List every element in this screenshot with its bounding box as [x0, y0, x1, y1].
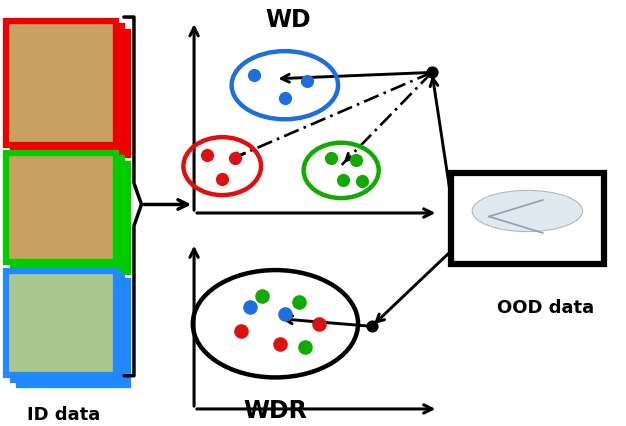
Point	[280, 95, 290, 101]
Point	[249, 71, 259, 78]
Point	[314, 320, 324, 327]
Point	[326, 155, 336, 162]
FancyBboxPatch shape	[6, 153, 116, 262]
Text: WDR: WDR	[244, 400, 307, 423]
Point	[338, 176, 348, 183]
Point	[217, 176, 227, 182]
Point	[275, 341, 285, 348]
Point	[230, 154, 240, 161]
FancyBboxPatch shape	[451, 173, 604, 264]
FancyBboxPatch shape	[19, 32, 128, 155]
FancyBboxPatch shape	[6, 21, 116, 145]
Point	[300, 344, 310, 351]
FancyBboxPatch shape	[13, 26, 122, 150]
Point	[357, 178, 367, 185]
Point	[294, 299, 304, 306]
Point	[236, 328, 246, 335]
Ellipse shape	[472, 190, 583, 232]
FancyBboxPatch shape	[6, 271, 116, 375]
FancyBboxPatch shape	[19, 281, 128, 385]
Point	[245, 303, 255, 310]
Point	[427, 69, 437, 76]
FancyBboxPatch shape	[19, 164, 128, 272]
Point	[302, 78, 312, 84]
Point	[280, 311, 290, 318]
Text: OOD data: OOD data	[497, 299, 595, 317]
Point	[257, 293, 267, 299]
FancyBboxPatch shape	[13, 158, 122, 267]
Point	[351, 156, 361, 163]
Text: WD: WD	[265, 8, 310, 32]
Point	[202, 152, 212, 159]
Point	[367, 323, 377, 330]
FancyBboxPatch shape	[13, 276, 122, 380]
Text: ID data: ID data	[27, 406, 101, 424]
